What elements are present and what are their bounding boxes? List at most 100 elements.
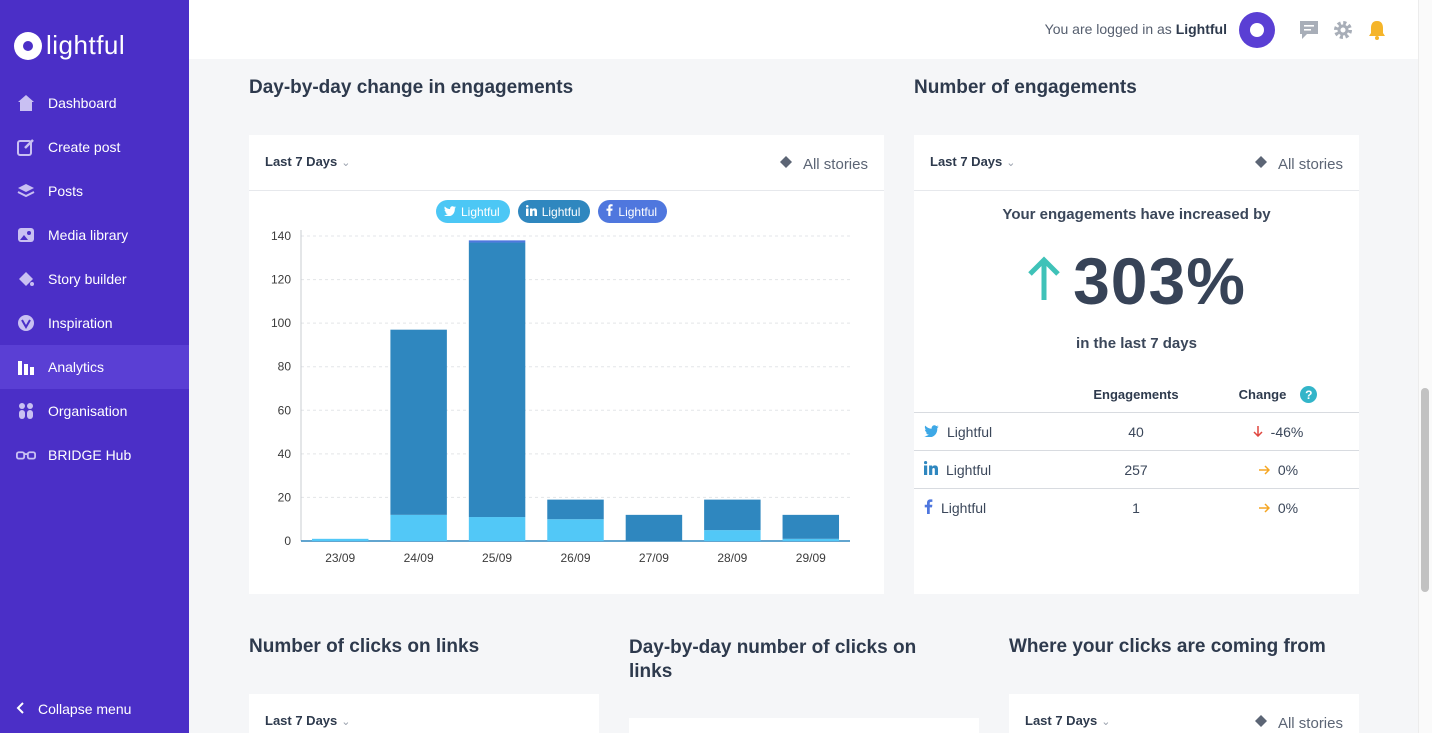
chevron-down-icon: ⌄ bbox=[341, 716, 351, 728]
chevron-down-icon: ⌄ bbox=[1006, 157, 1016, 169]
date-range-dropdown[interactable]: Last 7 Days ⌄ bbox=[930, 154, 1015, 169]
legend-twitter[interactable]: Lightful bbox=[436, 200, 510, 223]
sidebar-item-label: Media library bbox=[48, 227, 129, 243]
home-icon bbox=[16, 93, 36, 113]
chevron-down-icon: ⌄ bbox=[1101, 716, 1111, 728]
sidebar-item-label: Posts bbox=[48, 183, 84, 199]
legend-label: Lightful bbox=[541, 204, 581, 219]
y-tick-label: 100 bbox=[271, 316, 291, 330]
sidebar-item-dashboard[interactable]: Dashboard bbox=[0, 81, 189, 125]
sidebar-item-label: Inspiration bbox=[48, 315, 113, 331]
date-range-value: Last 7 Days bbox=[1025, 713, 1098, 728]
sidebar-item-label: BRIDGE Hub bbox=[48, 447, 132, 463]
engagement-increase: 303% bbox=[914, 243, 1359, 319]
sidebar-item-organisation[interactable]: Organisation bbox=[0, 389, 189, 433]
clicks-card: Last 7 Days ⌄ bbox=[249, 694, 599, 733]
story-filter-value: All stories bbox=[802, 155, 868, 173]
linkedin-icon bbox=[924, 461, 938, 478]
sidebar-item-bridge-hub[interactable]: BRIDGE Hub bbox=[0, 433, 189, 477]
top-bar: You are logged in as Lightful bbox=[189, 0, 1418, 59]
sidebar-item-create-post[interactable]: Create post bbox=[0, 125, 189, 169]
row-change-value: -46% bbox=[1270, 423, 1304, 440]
engagement-table: Engagements Change ? Lightful 40 -46% Li… bbox=[914, 377, 1359, 527]
date-range-value: Last 7 Days bbox=[265, 154, 338, 169]
bar-segment bbox=[782, 538, 840, 541]
date-range-dropdown[interactable]: Last 7 Days ⌄ bbox=[265, 154, 350, 169]
bar-segment bbox=[468, 242, 526, 518]
x-tick-label: 27/09 bbox=[639, 551, 669, 565]
sidebar: lightful Dashboard Create post Posts Med… bbox=[0, 0, 189, 733]
y-tick-label: 140 bbox=[271, 229, 291, 243]
legend-facebook[interactable]: Lightful bbox=[598, 200, 668, 223]
bar-segment bbox=[468, 517, 526, 541]
row-change-value: 0% bbox=[1277, 500, 1299, 516]
row-network: Lightful bbox=[914, 499, 1074, 517]
chat-icon[interactable] bbox=[1298, 19, 1320, 41]
sidebar-item-analytics[interactable]: Analytics bbox=[0, 345, 189, 389]
arrow-right-icon bbox=[1258, 462, 1270, 478]
row-name: Lightful bbox=[946, 461, 992, 478]
story-filter[interactable]: All stories bbox=[1254, 714, 1343, 732]
login-status: You are logged in as Lightful bbox=[1045, 21, 1227, 37]
engagement-increase-label: Your engagements have increased by bbox=[1002, 206, 1271, 223]
y-tick-label: 0 bbox=[284, 534, 291, 548]
logo-text: lightful bbox=[46, 30, 126, 60]
day-change-title: Day-by-day change in engagements bbox=[249, 77, 574, 98]
linkedin-icon bbox=[525, 204, 537, 219]
gear-icon[interactable] bbox=[1332, 19, 1354, 41]
bar-segment bbox=[625, 514, 683, 541]
collapse-menu-button[interactable]: Collapse menu bbox=[16, 701, 131, 717]
story-filter[interactable]: All stories bbox=[1254, 155, 1343, 173]
row-engagements: 257 bbox=[1124, 461, 1148, 478]
lightful-logo[interactable]: lightful bbox=[14, 30, 125, 61]
twitter-icon bbox=[924, 424, 939, 440]
header-engagements: Engagements bbox=[1093, 387, 1179, 402]
glasses-icon bbox=[16, 445, 36, 465]
y-tick-label: 80 bbox=[278, 360, 292, 374]
sidebar-item-label: Organisation bbox=[48, 403, 128, 419]
legend-label: Lightful bbox=[461, 204, 500, 219]
arrow-right-icon bbox=[1258, 500, 1270, 516]
edit-icon bbox=[16, 137, 36, 157]
avatar[interactable] bbox=[1239, 12, 1275, 48]
bar-segment bbox=[547, 519, 604, 541]
twitter-icon bbox=[444, 205, 456, 219]
sidebar-item-media-library[interactable]: Media library bbox=[0, 213, 189, 257]
date-range-dropdown[interactable]: Last 7 Days ⌄ bbox=[265, 713, 350, 728]
sidebar-item-label: Analytics bbox=[48, 359, 105, 375]
scrollbar-thumb[interactable] bbox=[1421, 388, 1429, 592]
inspiration-icon bbox=[16, 313, 36, 333]
y-tick-label: 40 bbox=[278, 447, 292, 461]
engagement-chart-card: Last 7 Days ⌄ All stories Lightful Lightf… bbox=[249, 135, 884, 594]
engagement-percent: 303% bbox=[1073, 244, 1246, 318]
row-engagements: 40 bbox=[1128, 423, 1144, 440]
story-filter-value: All stories bbox=[1277, 155, 1343, 173]
chevron-left-icon bbox=[16, 701, 24, 717]
sidebar-item-story-builder[interactable]: Story builder bbox=[0, 257, 189, 301]
x-tick-label: 28/09 bbox=[717, 551, 747, 565]
row-change: 0% bbox=[1198, 500, 1358, 516]
bell-icon[interactable] bbox=[1366, 19, 1388, 41]
x-tick-label: 25/09 bbox=[482, 551, 512, 565]
paint-icon bbox=[16, 269, 36, 289]
facebook-icon bbox=[606, 204, 614, 219]
bar-segment bbox=[547, 499, 604, 520]
login-prefix: You are logged in as bbox=[1044, 21, 1172, 37]
collapse-menu-label: Collapse menu bbox=[38, 701, 132, 717]
legend-linkedin[interactable]: Lightful bbox=[517, 200, 591, 223]
avatar-icon bbox=[1250, 23, 1264, 37]
facebook-icon bbox=[924, 499, 933, 517]
image-icon bbox=[16, 225, 36, 245]
story-filter[interactable]: All stories bbox=[779, 155, 868, 173]
row-name: Lightful bbox=[947, 423, 993, 440]
bar-segment bbox=[704, 530, 761, 541]
bar-segment bbox=[468, 240, 526, 243]
sidebar-item-inspiration[interactable]: Inspiration bbox=[0, 301, 189, 345]
help-icon[interactable]: ? bbox=[1300, 386, 1318, 403]
row-network: Lightful bbox=[914, 424, 1074, 440]
where-clicks-card: Last 7 Days ⌄ All stories bbox=[1009, 694, 1359, 733]
date-range-dropdown[interactable]: Last 7 Days ⌄ bbox=[1025, 713, 1110, 728]
scrollbar[interactable] bbox=[1418, 0, 1432, 733]
sidebar-item-posts[interactable]: Posts bbox=[0, 169, 189, 213]
sidebar-item-label: Create post bbox=[48, 139, 121, 155]
